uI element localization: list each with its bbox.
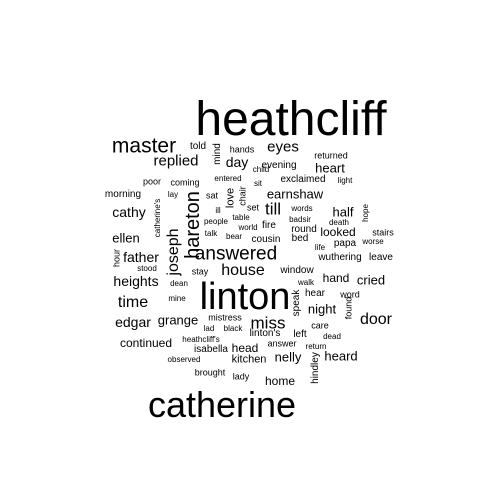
- word-death: death: [328, 218, 350, 227]
- word-papa: papa: [333, 238, 357, 249]
- word-half: half: [332, 204, 354, 220]
- word-hour: hour: [111, 248, 122, 268]
- word-mistress: mistress: [208, 312, 242, 323]
- word-miss: miss: [250, 313, 286, 333]
- word-door: door: [359, 311, 393, 328]
- word-child: child: [252, 165, 270, 174]
- word-lintons: linton's: [249, 328, 281, 339]
- word-found: found: [343, 296, 354, 320]
- word-hand: hand: [322, 271, 350, 285]
- word-brought: brought: [194, 367, 226, 378]
- word-bear: bear: [225, 232, 243, 241]
- word-heights: heights: [113, 273, 159, 289]
- word-eyes: eyes: [267, 138, 299, 156]
- word-badsir: badsir: [289, 215, 311, 224]
- word-heathcliffs: heathcliff's: [182, 335, 220, 344]
- word-kitchen: kitchen: [231, 353, 267, 366]
- word-ellen: ellen: [112, 230, 140, 246]
- word-worse: worse: [362, 237, 384, 246]
- word-time: time: [117, 294, 149, 311]
- word-night: night: [307, 301, 337, 317]
- word-edgar: edgar: [115, 314, 151, 330]
- word-father: father: [123, 249, 159, 265]
- word-heard: heard: [324, 348, 358, 364]
- word-lay: lay: [167, 190, 179, 199]
- word-returned: returned: [314, 150, 348, 161]
- word-home: home: [264, 374, 296, 388]
- word-window: window: [280, 265, 314, 276]
- word-day: day: [225, 154, 249, 170]
- word-told: told: [189, 141, 207, 152]
- word-talk: talk: [204, 229, 218, 238]
- word-nelly: nelly: [274, 349, 302, 365]
- word-stay: stay: [191, 266, 209, 277]
- word-ill: ill: [215, 206, 221, 215]
- word-sit: sit: [254, 179, 262, 188]
- word-speak: speak: [291, 289, 302, 317]
- word-life: life: [314, 243, 326, 252]
- word-stood: stood: [137, 264, 157, 273]
- word-love: love: [224, 187, 237, 209]
- word-grange: grange: [157, 312, 199, 328]
- word-sat: sat: [205, 190, 219, 201]
- word-light: light: [337, 176, 353, 185]
- word-black: black: [223, 324, 243, 333]
- word-cousin: cousin: [251, 234, 281, 245]
- word-walk: walk: [297, 278, 315, 287]
- word-dead: dead: [323, 332, 341, 341]
- word-table: table: [232, 213, 250, 222]
- word-isabella: isabella: [194, 344, 228, 355]
- word-exclaimed: exclaimed: [280, 174, 326, 185]
- word-catherine: catherine: [147, 384, 297, 425]
- word-round: round: [291, 224, 317, 235]
- word-continued: continued: [119, 336, 173, 350]
- word-head: head: [231, 341, 259, 355]
- word-hope: hope: [361, 204, 370, 222]
- word-poor: poor: [142, 176, 162, 187]
- word-house: house: [221, 262, 265, 279]
- word-world: world: [238, 223, 258, 232]
- word-mind: mind: [212, 143, 223, 165]
- word-return: return: [305, 342, 327, 351]
- word-morning: morning: [104, 189, 142, 200]
- word-master: master: [111, 134, 177, 158]
- word-word: word: [340, 289, 360, 300]
- word-heart: heart: [315, 160, 345, 176]
- word-hindley: hindley: [310, 352, 321, 384]
- word-observed: observed: [167, 355, 201, 364]
- word-cathy: cathy: [112, 204, 146, 220]
- word-cried: cried: [356, 272, 386, 288]
- word-fire: fire: [262, 220, 276, 231]
- word-evening: evening: [261, 160, 297, 171]
- word-catherines: catherine's: [153, 198, 162, 238]
- word-joseph: joseph: [165, 228, 182, 276]
- word-bed: bed: [291, 233, 309, 244]
- word-leave: leave: [369, 252, 393, 263]
- word-answer: answer: [267, 338, 297, 349]
- word-entered: entered: [214, 174, 242, 183]
- word-lad: lad: [203, 324, 215, 333]
- word-lady: lady: [232, 371, 250, 382]
- word-linton: linton: [199, 276, 291, 318]
- word-hands: hands: [229, 144, 255, 155]
- word-mine: mine: [168, 294, 186, 303]
- word-stairs: stairs: [372, 227, 394, 238]
- word-heathcliff: heathcliff: [195, 93, 387, 146]
- word-dean: dean: [170, 279, 188, 288]
- word-words: words: [291, 204, 313, 213]
- word-replied: replied: [153, 152, 199, 170]
- word-wuthering: wuthering: [318, 252, 362, 263]
- word-hear: hear: [304, 288, 326, 299]
- word-people: people: [203, 217, 229, 226]
- word-left: left: [293, 329, 307, 340]
- word-care: care: [311, 320, 329, 331]
- word-answered: answered: [194, 243, 278, 265]
- word-set: set: [246, 202, 260, 213]
- word-looked: looked: [320, 225, 356, 239]
- word-till: till: [264, 199, 282, 219]
- word-earnshaw: earnshaw: [266, 186, 324, 202]
- word-coming: coming: [170, 177, 200, 188]
